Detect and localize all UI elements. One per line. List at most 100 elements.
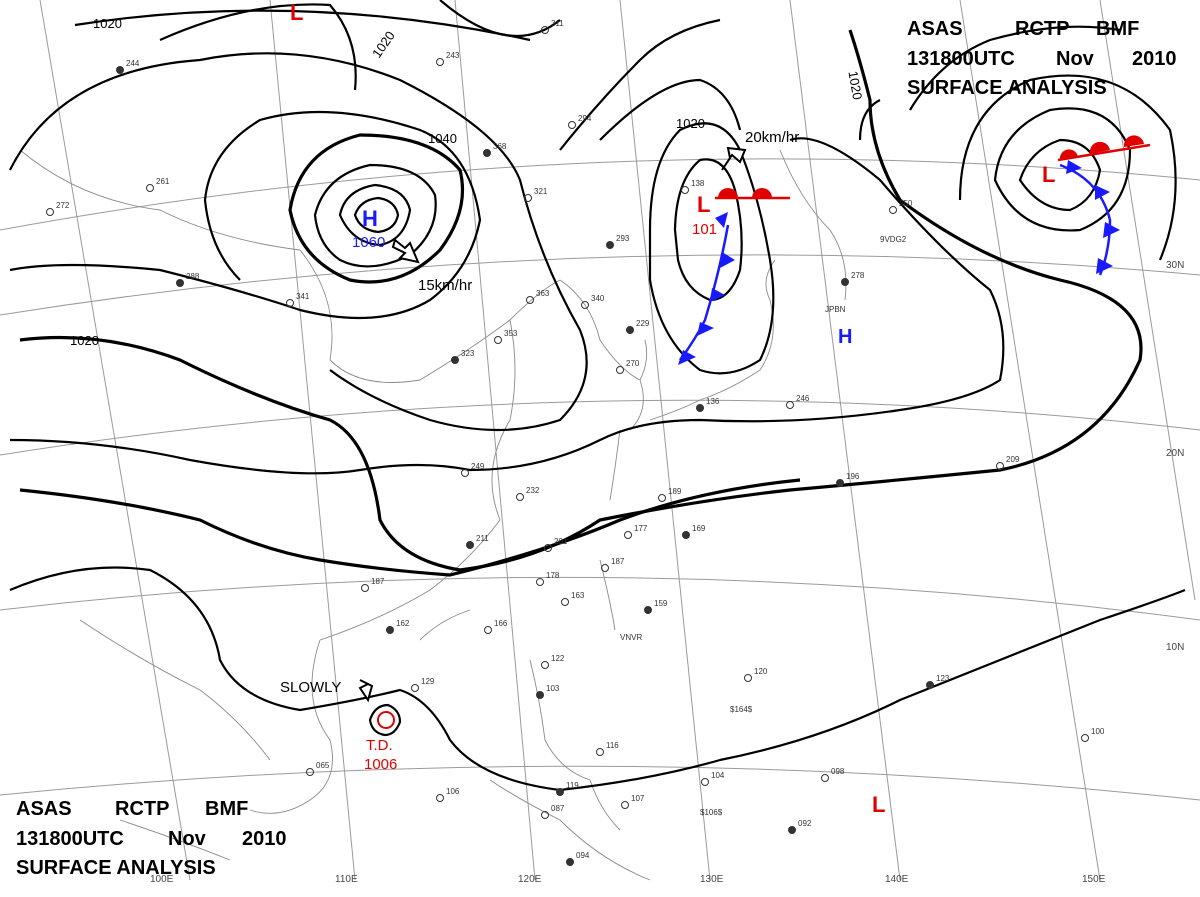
station-pressure: 098 [831,767,845,776]
station-circle [601,564,609,572]
station-pressure: 311 [551,19,564,28]
station-circle [411,684,419,692]
station-pressure: 278 [851,271,865,280]
station-circle [616,366,624,374]
station-circle [681,186,689,194]
station-circle [926,681,934,689]
header-top-title: SURFACE ANALYSIS [907,77,1107,99]
station-circle [841,278,849,286]
low-center-icon: L [290,0,303,25]
station-name: $164$ [730,705,753,714]
station-pressure: 187 [611,557,625,566]
station-circle [541,811,549,819]
lat-label: 10N [1166,642,1184,653]
station-pressure: 294 [578,114,592,123]
station-pressure: 250 [899,199,913,208]
station-pressure: 246 [796,394,810,403]
station-circle [386,626,394,634]
station-pressure: 120 [754,667,768,676]
station-circle [568,121,576,129]
low-center-icon: L [872,792,885,817]
station-circle [483,149,491,157]
station-circle [286,299,294,307]
isobars [9,0,1186,792]
header-top-year: 2010 [1132,48,1177,70]
header-top: ASAS RCTP BMF 131800UTC Nov 2010 SURFACE… [907,18,1177,99]
lat-label: 30N [1166,260,1184,271]
station-pressure: 323 [461,349,475,358]
station-pressure: 243 [446,51,460,60]
header-bottom-title: SURFACE ANALYSIS [16,857,216,879]
header-bottom-id-1: ASAS [16,798,72,820]
isobar-label: 1020 [676,116,705,131]
station-pressure: 272 [56,201,70,210]
low-center-icon: L [1042,162,1055,187]
station-circle [658,494,666,502]
station-circle [821,774,829,782]
header-bottom-year: 2010 [242,828,287,850]
station-circle [526,296,534,304]
station-pressure: 116 [606,741,619,750]
td-pressure-value: 1006 [364,756,397,773]
station-circle [996,462,1004,470]
td-center-icon [377,711,395,729]
station-pressure: 244 [126,59,140,68]
station-pressure: 177 [634,524,648,533]
station-circle [566,858,574,866]
station-pressure: 229 [636,319,650,328]
station-circle [436,58,444,66]
high-center-icon: H [362,206,378,231]
station-pressure: 249 [471,462,485,471]
high-pressure-value: 1060 [352,234,385,251]
lat-label: 20N [1166,448,1184,459]
station-pressure: 187 [371,577,385,586]
cold-front [678,160,1120,365]
lon-label: 100E [150,874,174,885]
station-pressure: 211 [476,534,489,543]
station-circle [484,626,492,634]
lon-label: 120E [518,874,542,885]
station-pressure: 363 [536,289,550,298]
station-pressure: 103 [546,684,560,693]
isobar-label: 1020 [70,333,99,348]
station-circle [644,606,652,614]
low-pressure-value: 101 [692,221,717,238]
station-pressure: 232 [526,486,540,495]
station-plots: 244 243 311 368 294 321 293 363 340 229 270 246 278 2… [46,19,1105,866]
station-names: JPBN 9VDG2 VNVR $164$ $106$ [620,235,907,817]
header-bottom-id-2: RCTP [115,798,169,820]
station-pressure: 106 [446,787,460,796]
station-circle [581,301,589,309]
station-pressure: 201 [554,537,568,546]
high-motion-label: 15km/hr [418,277,472,294]
warm-front [715,135,1151,200]
station-circle [516,493,524,501]
lon-label: 110E [335,874,358,885]
station-circle [544,544,552,552]
lon-label: 140E [885,874,909,885]
station-circle [606,241,614,249]
lon-label: 150E [1082,874,1106,885]
low-motion-label: 20km/hr [745,129,799,146]
station-circle [786,401,794,409]
station-pressure: 340 [591,294,605,303]
station-circle [436,794,444,802]
station-circle [536,578,544,586]
station-pressure: 122 [551,654,565,663]
station-circle [451,356,459,364]
station-circle [556,788,564,796]
station-circle [682,531,690,539]
station-pressure: 270 [626,359,640,368]
station-circle [561,598,569,606]
station-name: 9VDG2 [880,235,907,244]
station-pressure: 321 [534,187,548,196]
station-circle [176,279,184,287]
header-bottom-month: Nov [168,828,207,850]
station-circle [626,326,634,334]
header-top-month: Nov [1056,48,1095,70]
station-circle [116,66,124,74]
pressure-systems: H 1060 15km/hr H L 101 20km/hr L L L T.D… [280,0,1055,817]
station-pressure: 162 [396,619,410,628]
station-circle [46,208,54,216]
header-bottom: ASAS RCTP BMF 131800UTC Nov 2010 SURFACE… [16,798,287,879]
